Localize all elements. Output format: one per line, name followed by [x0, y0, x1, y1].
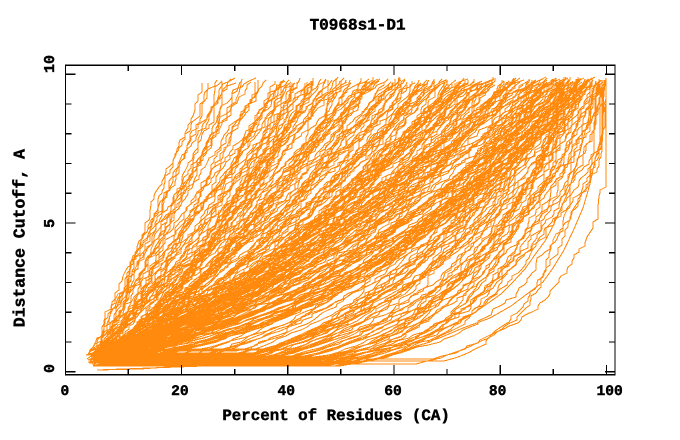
svg-text:60: 60 [384, 384, 402, 400]
svg-text:40: 40 [277, 384, 295, 400]
svg-text:100: 100 [597, 384, 623, 400]
svg-text:Distance Cutoff, A: Distance Cutoff, A [10, 149, 29, 327]
svg-text:0: 0 [42, 364, 59, 373]
svg-text:T0968s1-D1: T0968s1-D1 [310, 17, 406, 35]
svg-text:10: 10 [42, 55, 59, 73]
svg-text:80: 80 [489, 384, 507, 400]
svg-text:Percent of Residues (CA): Percent of Residues (CA) [222, 407, 450, 425]
svg-text:20: 20 [171, 384, 189, 400]
svg-text:0: 0 [61, 384, 70, 400]
svg-text:5: 5 [42, 219, 59, 228]
